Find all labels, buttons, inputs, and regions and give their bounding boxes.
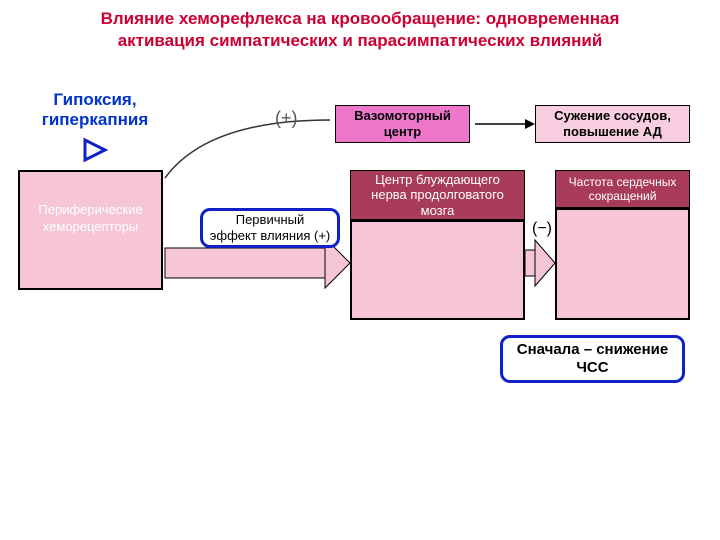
stimulus-pointer-icon (85, 140, 105, 160)
result-box: Сначала – снижение ЧСС (500, 335, 685, 383)
peripheral-box: Периферические хеморецепторы (18, 170, 163, 290)
vasoconstriction-box: Сужение сосудов, повышение АД (535, 105, 690, 143)
peripheral-label: Периферические хеморецепторы (20, 202, 161, 236)
minus-sign: (−) (532, 220, 552, 238)
vasomotor-box: Вазомоторный центр (335, 105, 470, 143)
stimulus-label: Гипоксия, гиперкапния (30, 90, 160, 131)
arrow-vagus-to-heart (525, 240, 555, 286)
vagus-center-header: Центр блуждающего нерва продолговатого м… (350, 170, 525, 220)
arrow-vasomotor-to-constrict (475, 119, 535, 129)
diagram-title: Влияние хеморефлекса на кровообращение: … (60, 8, 660, 52)
curve-connector (165, 120, 330, 178)
plus-sign: (+) (275, 108, 298, 129)
primary-effect-box: Первичный эффект влияния (+) (200, 208, 340, 248)
heart-rate-header: Частота сердечных сокращений (555, 170, 690, 208)
heart-rate-body (555, 208, 690, 320)
vagus-center-body (350, 220, 525, 320)
